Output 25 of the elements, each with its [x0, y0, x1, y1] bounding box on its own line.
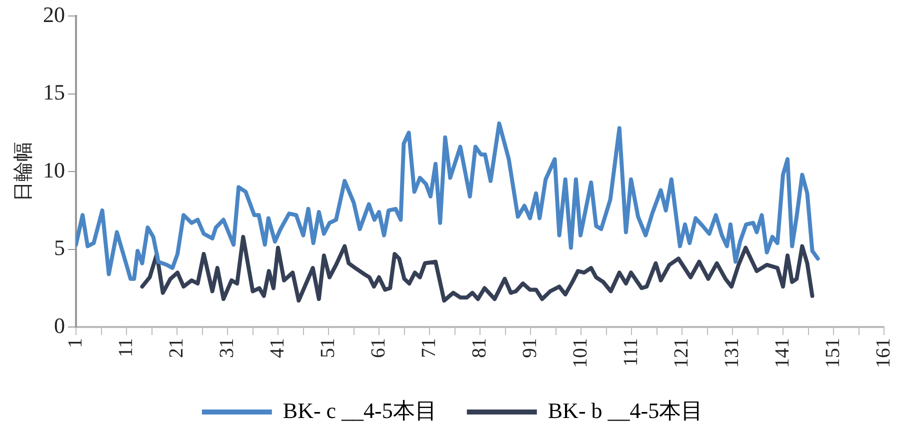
x-tick-label: 41: [266, 338, 288, 358]
y-tick-label: 0: [54, 312, 65, 338]
legend-label: BK- b __4-5本目: [548, 398, 704, 423]
x-tick-label: 101: [569, 338, 592, 368]
x-tick-label: 21: [165, 338, 188, 358]
x-tick-label: 31: [216, 338, 238, 358]
y-axis-title: 日輪幅: [12, 142, 34, 202]
x-tick-label: 51: [316, 338, 339, 358]
y-tick-label: 5: [54, 235, 65, 260]
x-tick-label: 161: [872, 338, 894, 368]
legend-label: BK- c __4-5本目: [282, 398, 437, 423]
x-tick-label: 11: [114, 338, 137, 358]
x-tick-label: 91: [518, 338, 541, 358]
x-tick-label: 71: [418, 338, 440, 358]
x-tick-label: 121: [670, 338, 692, 368]
x-tick-label: 1: [64, 338, 86, 348]
x-tick-label: 111: [620, 338, 642, 367]
y-tick-label: 15: [43, 80, 65, 105]
x-tick-label: 131: [720, 338, 743, 368]
y-tick-label: 20: [43, 2, 65, 27]
x-tick-label: 61: [367, 338, 390, 358]
y-tick-label: 10: [43, 157, 65, 182]
x-tick-label: 141: [771, 338, 794, 368]
x-tick-label: 81: [468, 338, 490, 358]
x-tick-label: 151: [822, 338, 844, 368]
